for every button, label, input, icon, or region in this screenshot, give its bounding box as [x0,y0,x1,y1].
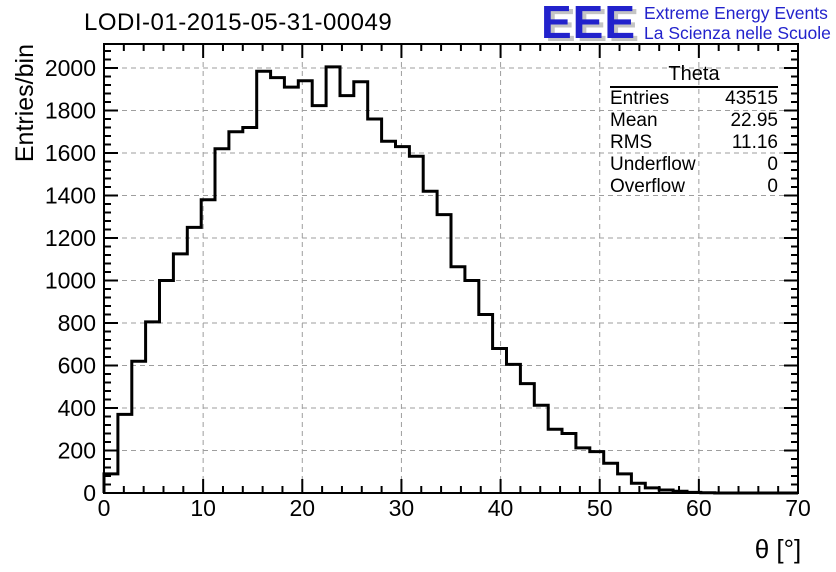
x-tick-label: 0 [98,495,111,521]
stats-row-underflow: Underflow 0 [610,154,778,176]
x-tick-label: 30 [389,495,415,521]
y-tick-label: 1000 [45,268,96,294]
x-tick-label: 10 [190,495,216,521]
x-axis-title: θ [°] [755,534,802,564]
eee-logo: EEE Extreme Energy Events La Scienza nel… [541,0,831,48]
stats-row-rms: RMS 11.16 [610,132,778,154]
eee-logo-line2: La Scienza nelle Scuole [644,23,831,43]
y-tick-label: 1800 [45,98,96,124]
x-tick-label: 40 [488,495,514,521]
x-tick-label: 20 [289,495,315,521]
axis-frame [103,43,799,494]
y-tick-label: 1200 [45,225,96,251]
stats-row-mean: Mean 22.95 [610,110,778,132]
stats-box: Theta Entries 43515 Mean 22.95 RMS 11.16… [610,63,778,198]
y-tick-label: 400 [58,395,96,421]
x-tick-label: 60 [686,495,712,521]
eee-logo-taglines: Extreme Energy Events La Scienza nelle S… [644,1,831,43]
y-tick-label: 2000 [45,55,96,81]
y-tick-label: 200 [58,438,96,464]
stats-label: Entries [610,88,670,109]
y-tick-label: 1600 [45,140,96,166]
x-tick-label: 50 [587,495,613,521]
stats-title: Theta [610,63,778,88]
y-tick-label: 0 [83,480,96,506]
y-tick-label: 800 [58,310,96,336]
stats-value: 0 [767,154,778,175]
histogram-line [102,65,798,495]
stats-value: 0 [767,176,778,197]
y-tick-label: 600 [58,353,96,379]
plot-title: LODI-01-2015-05-31-00049 [84,9,393,36]
eee-logo-line1: Extreme Energy Events [644,3,828,23]
stats-value: 22.95 [730,110,778,131]
stats-value: 43515 [725,88,778,109]
stats-label: Overflow [610,176,685,197]
y-tick-label: 1400 [45,183,96,209]
stats-label: Mean [610,110,658,131]
eee-logo-acronym: EEE [541,0,637,48]
stats-label: Underflow [610,154,696,175]
stats-row-overflow: Overflow 0 [610,176,778,198]
stats-label: RMS [610,132,653,153]
stats-value: 11.16 [731,132,778,153]
x-tick-label: 70 [785,495,811,521]
stats-row-entries: Entries 43515 [610,88,778,110]
y-axis-title: Entries/bin [11,44,39,162]
